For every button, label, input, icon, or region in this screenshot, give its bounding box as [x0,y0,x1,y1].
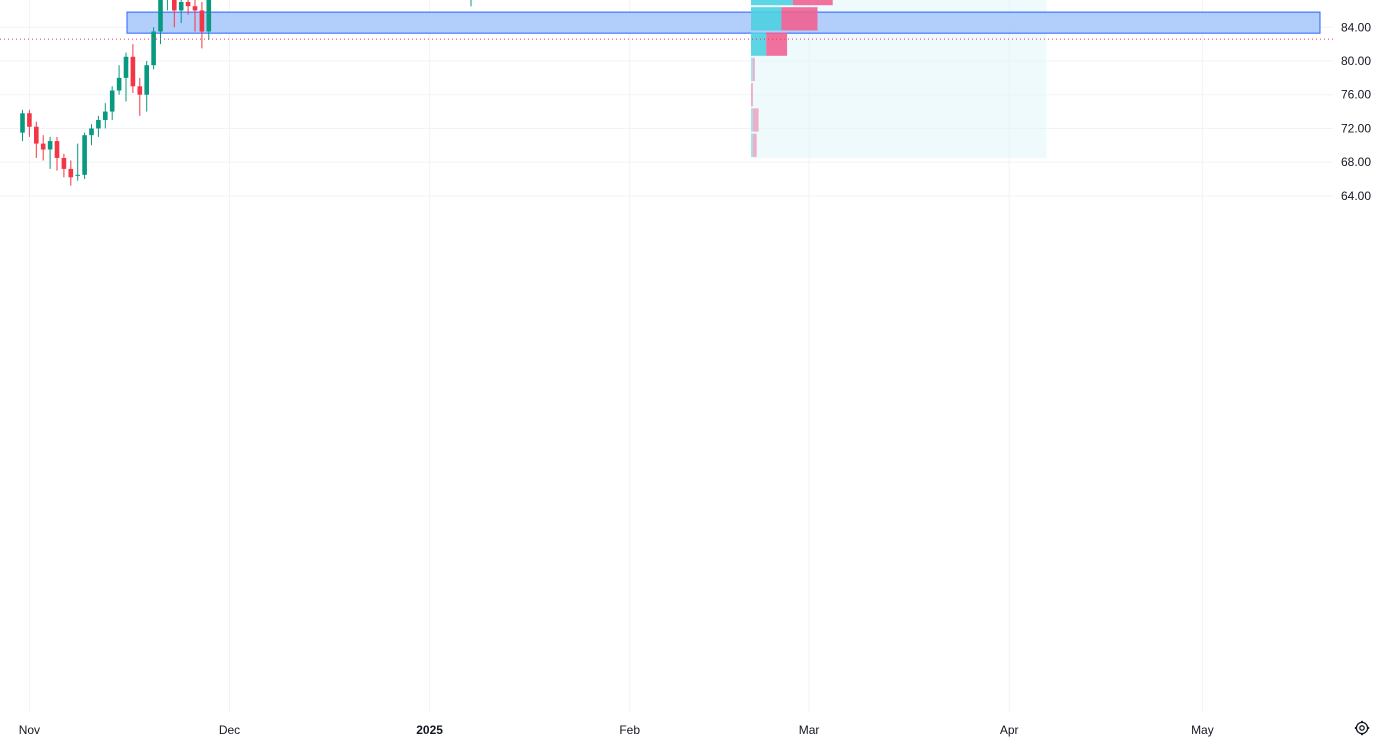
time-tick-label: Feb [619,723,640,737]
volume-profile [751,0,833,157]
profile-bar-down [766,32,788,56]
candle-body [20,113,25,133]
price-tick-label: 68.00 [1341,155,1371,169]
profile-bar-down [792,0,833,6]
price-tick-label: 72.00 [1341,121,1371,135]
price-tick-label: 76.00 [1341,88,1371,102]
profile-bar-up [751,32,767,56]
time-tick-label: Mar [799,723,820,737]
candle-body [96,120,101,129]
profile-bar-down [751,83,753,107]
profile-bar-down [752,133,757,157]
candle-body [40,143,46,150]
candle-body [206,0,212,32]
price-axis[interactable]: 64.0068.0072.0076.0080.0084.0088.0092.00… [1334,0,1378,739]
grid-lines [0,0,1333,712]
candle-body [82,135,87,175]
profile-bar-down [752,108,759,132]
time-tick-label: Dec [219,723,240,737]
candle-body [158,0,163,32]
price-tick-label: 80.00 [1341,54,1371,68]
price-tick-label: 88.00 [1341,0,1371,1]
candle-body [61,157,67,169]
candle-body [172,0,177,11]
profile-bar-up [751,133,753,157]
candle-body [178,1,184,11]
candle-body [151,31,156,66]
candle-body [116,77,122,91]
price-tick-label: 84.00 [1341,20,1371,34]
support-zone-rect [126,11,1321,34]
candle-body [185,1,191,7]
gear-icon[interactable] [1354,720,1370,736]
candle-body [47,141,53,150]
candle-body [137,86,143,95]
candle-body [123,56,129,78]
profile-bar-up [751,108,753,132]
time-tick-label: May [1191,723,1214,737]
candle-body [75,174,80,176]
support-zone[interactable] [126,11,1321,34]
profile-bar-down [752,57,755,82]
candle-body [103,111,108,121]
candle-body [54,141,60,158]
time-tick-label: 2025 [416,723,443,737]
candle-body [144,65,149,95]
profile-bar-down [781,7,818,31]
time-tick-label: Nov [19,723,40,737]
candle-body [68,168,74,178]
candle-body [109,90,115,112]
price-tick-label: 64.00 [1341,189,1371,203]
candle-body [199,10,205,32]
time-tick-label: Apr [1000,723,1019,737]
candle-body [34,126,39,144]
profile-bar-up [751,57,753,82]
candle-body [27,113,32,127]
profile-bar-up [751,7,782,31]
candle-body [130,56,136,87]
candlestick-series [20,0,472,186]
candle-body [89,128,94,136]
profile-bar-up [751,0,793,6]
time-axis[interactable]: Nov Dec 2025 Feb Mar Apr May [19,723,1214,737]
candle-body [192,6,198,11]
